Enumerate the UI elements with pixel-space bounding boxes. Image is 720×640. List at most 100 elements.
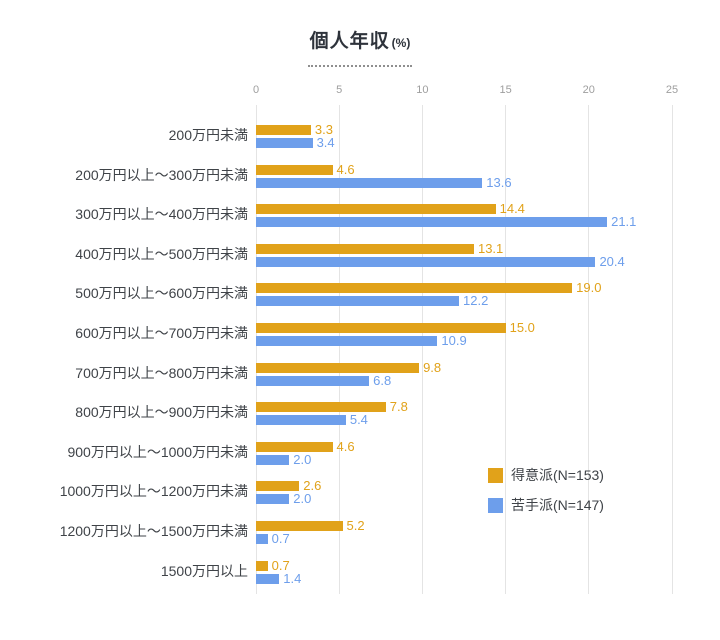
value-label: 2.0 [293,451,312,467]
bar-row: 4.6 2.0 [256,438,672,468]
value-label: 3.3 [314,122,333,137]
bar-nigate [256,138,313,148]
bar-line: 19.0 [256,280,672,296]
bar-tokui [256,560,268,571]
bar-nigate [256,415,346,426]
chart-title: 個人年収 (%) [0,26,720,67]
category-label: 700万円以上〜800万円未満 [75,364,248,381]
legend-swatch-blue [488,497,503,513]
bar-tokui [256,243,474,254]
bar-nigate [256,296,459,307]
value-label: 2.0 [293,491,312,507]
bar-tokui [256,323,506,333]
value-label: 10.9 [441,333,467,348]
x-tick-label: 20 [582,84,595,96]
bar-row: 15.0 10.9 [256,320,672,349]
bar-row: 19.0 12.2 [256,280,672,309]
bar-line: 7.8 [256,400,672,413]
value-label: 4.6 [336,438,355,454]
category-label: 1500万円以上 [160,562,248,579]
category-label: 800万円以上〜900万円未満 [75,404,248,421]
bar-line: 5.4 [256,412,672,428]
x-tick-label: 5 [336,84,343,96]
bar-row: 7.8 5.4 [256,400,672,428]
value-label: 1.4 [283,570,302,586]
value-label: 13.6 [486,174,512,190]
title-underline: 個人年収 (%) [307,26,413,67]
bar-line: 5.2 [256,518,672,533]
value-label: 5.4 [349,412,368,428]
gridline [671,105,673,594]
bar-line: 4.6 [256,438,672,454]
legend-swatch-orange [488,467,503,483]
bar-line: 4.6 [256,161,672,177]
value-label: 13.1 [477,240,504,256]
chart-title-unit: (%) [391,36,411,50]
bar-row: 9.8 6.8 [256,359,672,389]
bar-line: 14.4 [256,201,672,217]
bar-nigate [256,573,280,584]
value-label: 3.4 [316,135,335,150]
category-label: 600万円以上〜700万円未満 [75,325,248,341]
legend-label-tokui: 得意派(N=153) [511,467,604,483]
x-tick-label: 10 [416,84,429,96]
bar-line: 13.6 [256,174,672,190]
bar-line: 13.1 [256,240,672,256]
chart-title-text: 個人年収 [309,31,390,52]
legend-item-tokui: 得意派(N=153) [488,465,604,485]
bar-row: 3.3 3.4 [256,122,672,151]
legend-item-nigate: 苦手派(N=147) [488,495,604,515]
category-label: 300万円以上〜400万円未満 [75,206,248,223]
bar-line: 0.7 [256,557,672,573]
bar-nigate [256,336,438,346]
bar-line: 1.4 [256,570,672,586]
bar-nigate [256,177,483,188]
value-label: 4.6 [336,161,355,177]
bar-nigate [256,217,608,228]
value-label: 9.8 [423,359,442,375]
bar-nigate [256,534,268,544]
bar-line: 3.4 [256,135,672,150]
bar-tokui [256,402,386,413]
bar-line: 3.3 [256,122,672,137]
gridline [505,105,507,594]
bar-line: 0.7 [256,532,672,545]
bar-line: 15.0 [256,320,672,335]
bar-row: 0.7 1.4 [256,557,672,587]
x-tick-label: 15 [499,84,512,96]
bar-nigate [256,494,290,505]
legend-label-nigate: 苦手派(N=147) [511,497,604,513]
category-label: 500万円以上〜600万円未満 [75,285,248,302]
bar-row: 2.6 2.0 [256,478,672,507]
bar-nigate [256,256,596,267]
bar-row: 4.6 13.6 [256,161,672,191]
bar-line: 2.6 [256,478,672,494]
bar-row: 5.2 0.7 [256,518,672,547]
bar-nigate [256,454,290,465]
bar-tokui [256,204,496,215]
value-label: 21.1 [611,214,637,230]
value-label: 19.0 [576,280,602,296]
gridline [338,105,340,594]
bar-row: 14.4 21.1 [256,201,672,230]
gridline [588,105,590,594]
value-label: 2.6 [303,478,322,494]
value-label: 14.4 [499,201,525,217]
bar-tokui [256,441,333,452]
bar-tokui [256,362,420,373]
value-label: 0.7 [271,557,290,573]
bar-tokui [256,521,343,531]
bar-tokui [256,481,300,492]
bar-line: 2.0 [256,451,672,467]
value-label: 5.2 [346,518,365,533]
bar-nigate [256,375,370,386]
bar-tokui [256,164,333,175]
bar-line: 21.1 [256,214,672,230]
gridline [255,105,257,594]
category-label: 400万円以上〜500万円未満 [75,245,248,262]
value-label: 15.0 [509,320,535,335]
category-label: 200万円未満 [168,127,248,143]
bar-line: 10.9 [256,333,672,348]
x-tick-label: 0 [252,84,260,96]
